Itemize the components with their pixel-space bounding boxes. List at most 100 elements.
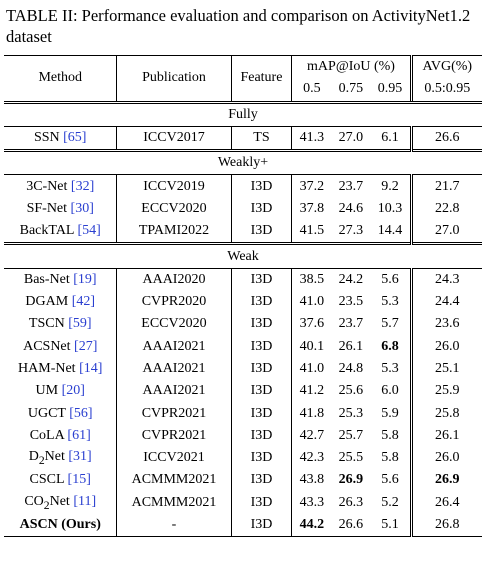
avg-cell: 26.1: [409, 424, 482, 448]
map-cell: 41.8: [291, 402, 332, 425]
avg-cell: 24.3: [409, 268, 482, 291]
avg-cell: 21.7: [409, 174, 482, 198]
map-value: 6.1: [381, 130, 399, 146]
method-subscript: 2: [38, 454, 45, 468]
map-value: 43.3: [299, 494, 325, 510]
map-value: 42.3: [299, 450, 325, 466]
map-cell: 6.8: [370, 336, 411, 358]
method-name: CoLA: [29, 427, 64, 443]
method-cell: TSCN [59]: [4, 313, 117, 335]
map-cell: 26.1: [331, 336, 370, 358]
avg-cell: 26.6: [409, 126, 482, 151]
method-cell: 3C-Net [32]: [4, 175, 117, 198]
data-row: CO2Net [11] ACMMM2021 I3D 43.3 26.3 5.2 26.4: [4, 491, 482, 514]
map-cell: 26.9: [331, 469, 370, 491]
map-value: 23.7: [338, 178, 364, 194]
method-cell: Bas-Net [19]: [4, 268, 117, 291]
avg-value: 25.8: [435, 405, 460, 421]
header-row: Method Publication Feature mAP@IoU (%) A…: [4, 55, 482, 104]
map-value: 27.3: [338, 223, 364, 239]
map-cell: 27.0: [331, 126, 370, 150]
data-row: SSN [65] ICCV2017 TS 41.3 27.0 6.1 26.6: [4, 126, 482, 151]
map-cell: 37.2: [291, 174, 332, 198]
map-value: 5.2: [381, 494, 399, 510]
header-row: 0.5 0.75 0.95 0.5:0.95: [4, 78, 482, 104]
map-value: 5.8: [381, 450, 399, 466]
map-cell: 5.3: [370, 358, 411, 380]
map-cell: 42.7: [291, 424, 332, 448]
map-value: 43.8: [299, 472, 325, 488]
avg-value: 27.0: [435, 223, 460, 239]
avg-value: 21.7: [435, 178, 460, 194]
map-value: 5.3: [381, 361, 399, 376]
map-value: 41.3: [299, 130, 325, 146]
avg-value: 26.1: [435, 427, 460, 443]
map-value: 5.3: [381, 294, 399, 310]
publication-cell: -: [116, 513, 232, 538]
map-cell: 41.3: [291, 126, 332, 151]
publication-cell: ICCV2017: [116, 126, 232, 151]
method-cell: HAM-Net [14]: [4, 358, 117, 380]
citation: [19]: [73, 271, 97, 287]
feature-cell: I3D: [230, 313, 292, 336]
header-cell: Feature: [230, 55, 292, 104]
method-name: DGAM: [25, 294, 69, 310]
method-name: HAM-Net: [18, 361, 76, 376]
feature-cell: I3D: [230, 469, 292, 492]
header-cell: 0.95: [370, 78, 412, 104]
bold-text: ASCN (Ours): [20, 517, 101, 532]
avg-value: 24.4: [435, 294, 460, 310]
results-table: Method Publication Feature mAP@IoU (%) A…: [4, 55, 482, 538]
feature-cell: I3D: [230, 290, 292, 314]
method-name: UM: [35, 383, 59, 399]
method-name: Bas-Net: [23, 271, 70, 287]
feature-cell: TS: [230, 126, 292, 151]
method-name: D: [28, 449, 39, 465]
map-cell: 14.4: [370, 220, 411, 244]
avg-value: 26.0: [435, 450, 460, 466]
table-body: Method Publication Feature mAP@IoU (%) A…: [4, 55, 482, 538]
map-value: 5.7: [381, 316, 399, 332]
publication-cell: ECCV2020: [116, 197, 232, 221]
data-row: UGCT [56] CVPR2021 I3D 41.8 25.3 5.9 25.8: [4, 402, 482, 425]
map-cell: 41.0: [291, 357, 332, 381]
map-cell: 37.8: [291, 197, 332, 221]
method-name: ASCN (Ours): [19, 517, 101, 533]
method-name: CO: [24, 493, 44, 509]
citation: [56]: [69, 405, 93, 421]
publication-cell: ECCV2020: [116, 313, 232, 336]
avg-value: 23.6: [435, 316, 460, 332]
avg-cell: 25.1: [409, 357, 482, 381]
map-value: 6.8: [381, 338, 399, 354]
avg-value: 26.4: [435, 494, 460, 510]
map-value: 24.8: [338, 361, 364, 376]
map-cell: 5.2: [370, 492, 411, 514]
map-cell: 6.1: [370, 126, 411, 150]
map-cell: 41.0: [291, 290, 332, 314]
method-cell: CoLA [61]: [4, 425, 117, 447]
avg-cell: 26.0: [409, 335, 482, 358]
map-cell: 24.8: [331, 358, 370, 380]
map-cell: 44.2: [291, 513, 332, 538]
avg-cell: 27.0: [409, 220, 482, 244]
method-cell: BackTAL [54]: [4, 220, 117, 244]
method-name: TSCN: [28, 316, 65, 332]
map-value: 41.8: [299, 405, 325, 421]
data-row: ACSNet [27] AAAI2021 I3D 40.1 26.1 6.8 26.0: [4, 335, 482, 358]
bold-text: 26.9: [339, 472, 364, 487]
map-value: 27.0: [338, 130, 364, 146]
map-value: 26.3: [338, 494, 364, 510]
map-value: 41.0: [299, 361, 325, 376]
method-name: Net: [49, 493, 70, 509]
data-row: HAM-Net [14] AAAI2021 I3D 41.0 24.8 5.3 25.1: [4, 357, 482, 381]
map-cell: 26.3: [331, 492, 370, 514]
avg-value: 26.6: [435, 130, 460, 146]
map-value: 26.1: [338, 338, 364, 354]
data-row: ASCN (Ours) - I3D 44.2 26.6 5.1 26.8: [4, 513, 482, 538]
avg-cell: 25.8: [409, 402, 482, 425]
feature-cell: I3D: [230, 220, 292, 244]
map-cell: 23.7: [331, 175, 370, 198]
avg-value: 22.8: [435, 200, 460, 216]
map-cell: 5.8: [370, 447, 411, 469]
map-value: 44.2: [299, 517, 325, 533]
